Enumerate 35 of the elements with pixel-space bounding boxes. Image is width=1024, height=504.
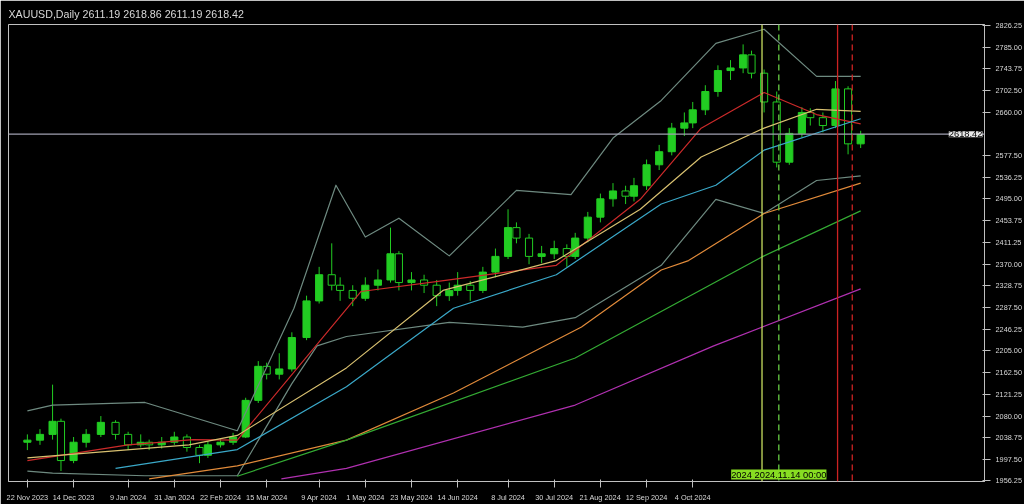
candlestick: [361, 276, 370, 302]
candlestick: [701, 84, 710, 116]
candlestick: [82, 428, 91, 448]
candlestick: [69, 436, 78, 464]
candlestick: [466, 280, 475, 302]
candlestick: [608, 182, 618, 208]
candlestick: [407, 271, 416, 291]
candlestick: [667, 122, 676, 156]
candlestick: [275, 352, 284, 380]
candlestick: [432, 279, 441, 307]
candlestick: [524, 233, 534, 265]
ref-line-label: 2618.42: [948, 129, 983, 140]
candlestick: [111, 419, 120, 441]
line-series: [236, 210, 862, 477]
line-series: [26, 28, 862, 432]
candlestick: [655, 144, 664, 171]
candlestick: [726, 59, 735, 81]
candlestick: [96, 415, 105, 438]
line-series: [148, 182, 862, 480]
candlestick: [596, 193, 605, 223]
candlestick: [550, 240, 559, 260]
candlestick: [713, 64, 722, 98]
line-series: [114, 118, 862, 470]
line-series: [280, 288, 862, 480]
chart-title: XAUUSD,Daily 2611.19 2618.86 2611.19 2618.42: [8, 7, 244, 20]
candlestick: [373, 268, 382, 291]
line-series: [26, 175, 862, 477]
candlestick: [583, 211, 592, 243]
candlestick: [124, 431, 133, 451]
candlestick: [642, 159, 651, 191]
candlestick: [348, 284, 357, 307]
candlestick: [491, 248, 500, 278]
ref-line-label: 2024 2024.11.14 00:00: [731, 469, 827, 480]
candlestick: [35, 428, 45, 446]
candlestick: [818, 111, 827, 133]
